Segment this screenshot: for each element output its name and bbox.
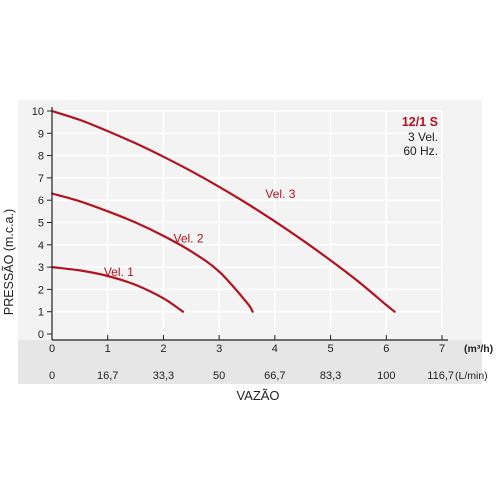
- x-tick-label: 1: [105, 343, 111, 355]
- x-secondary-tick-label: 83,3: [320, 370, 341, 382]
- x-secondary-tick-label: 66,7: [264, 370, 285, 382]
- y-tick-label: 10: [32, 106, 44, 118]
- axes: [47, 107, 448, 341]
- x-tick-label: 3: [216, 343, 222, 355]
- x-secondary-tick-label: 33,3: [153, 370, 174, 382]
- series-label: Vel. 1: [104, 265, 134, 279]
- series-line-vel-2: [50, 192, 254, 313]
- y-tick-label: 7: [38, 173, 44, 185]
- x-unit-primary: (m³/h): [464, 343, 493, 355]
- y-tick-label: 5: [38, 218, 44, 230]
- x-tick-label: 7: [439, 343, 445, 355]
- series-line-vel-1: [50, 266, 184, 313]
- chart-subtitle-frequency: 60 Hz.: [403, 144, 438, 158]
- x-axis-title: VAZÃO: [236, 388, 279, 403]
- y-tick-label: 1: [38, 307, 44, 319]
- y-tick-label: 3: [38, 262, 44, 274]
- chart-subtitle-speeds: 3 Vel.: [408, 130, 438, 144]
- y-tick-label: 0: [38, 329, 44, 341]
- x-tick-label: 6: [383, 343, 389, 355]
- x-secondary-tick-label: 116,7: [427, 370, 454, 382]
- plot-background: [18, 100, 482, 340]
- x-secondary-tick-label: 50: [213, 370, 225, 382]
- x-unit-secondary: (L/min): [455, 370, 488, 382]
- chart-title: 12/1 S: [402, 115, 438, 129]
- series-lines: Vel. 1 Vel. 2 Vel. 3: [50, 109, 396, 313]
- x-secondary-tick-label: 100: [377, 370, 395, 382]
- y-tick-label: 8: [38, 151, 44, 163]
- x-secondary-tick-label: 16,7: [97, 370, 118, 382]
- x-tick-label: 2: [160, 343, 166, 355]
- x-tick-label: 5: [328, 343, 334, 355]
- y-tick-label: 6: [38, 195, 44, 207]
- y-axis-title: PRESSÃO (m.c.a.): [2, 209, 16, 315]
- y-tick-label: 4: [38, 240, 44, 252]
- x-secondary-tick-label: 0: [49, 370, 55, 382]
- x-tick-label: 4: [272, 343, 278, 355]
- y-tick-label: 2: [38, 284, 44, 296]
- series-line-vel-3: [50, 109, 396, 313]
- y-tick-label: 9: [38, 128, 44, 140]
- x-tick-label: 0: [49, 343, 55, 355]
- series-label: Vel. 2: [173, 232, 203, 246]
- x-axis-band: [18, 340, 482, 384]
- grid: [52, 110, 443, 334]
- series-label: Vel. 3: [265, 187, 295, 201]
